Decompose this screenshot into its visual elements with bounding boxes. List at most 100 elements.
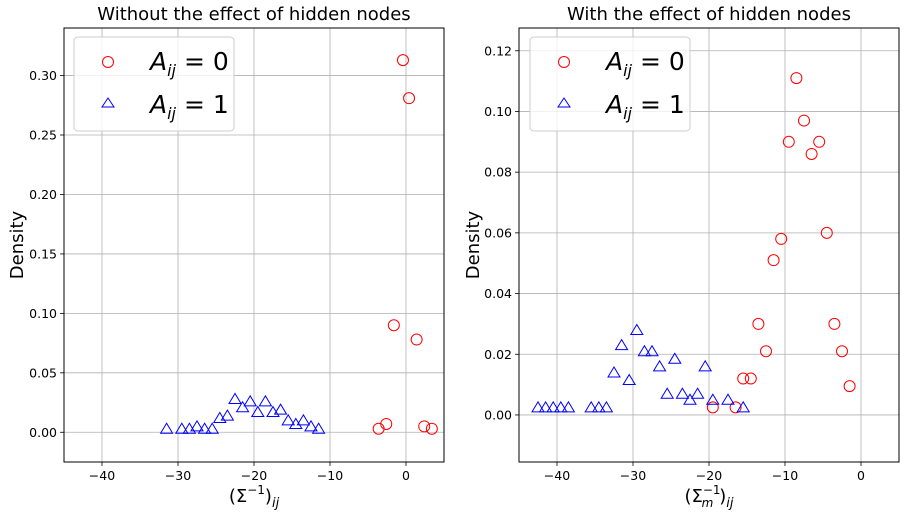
x-tick-label: 0 [857, 468, 865, 483]
x-tick-label: −40 [544, 468, 570, 483]
data-point-triangle [683, 393, 697, 405]
y-tick-label: 0.05 [29, 365, 57, 380]
x-tick-label: −10 [772, 468, 798, 483]
data-point-triangle [591, 400, 606, 413]
data-point-triangle [614, 338, 629, 351]
x-tick-label: −30 [620, 468, 646, 483]
data-point-triangle [250, 405, 265, 418]
data-point-triangle [660, 387, 675, 399]
data-point-triangle [235, 400, 250, 413]
data-marks [159, 54, 438, 435]
data-point-triangle [698, 359, 713, 372]
data-point-triangle [531, 400, 545, 413]
data-point-circle [775, 232, 788, 245]
data-point-circle [790, 72, 803, 85]
data-point-triangle [190, 419, 204, 432]
data-point-triangle [652, 359, 667, 372]
y-tick-label: 0.06 [484, 225, 512, 240]
data-point-triangle [667, 352, 682, 364]
data-point-circle [396, 54, 409, 67]
x-tick-label: −20 [696, 468, 722, 483]
data-point-triangle [690, 387, 705, 399]
data-point-circle [410, 333, 423, 346]
data-point-circle [798, 114, 810, 127]
data-point-triangle [637, 344, 652, 357]
legend-circle-marker [558, 56, 570, 68]
data-point-triangle [258, 394, 273, 407]
x-tick-labels: −40 −30 −20 −10 0 [544, 462, 865, 483]
data-point-triangle [273, 403, 288, 415]
x-tick-label: −30 [165, 468, 191, 483]
y-tick-label: 0.10 [484, 104, 512, 119]
data-point-triangle [599, 400, 614, 413]
data-point-circle [387, 319, 400, 332]
chart-title: With the effect of hidden nodes [567, 4, 851, 25]
data-point-triangle [205, 422, 220, 434]
data-point-triangle [538, 400, 553, 413]
data-point-triangle [584, 400, 599, 413]
x-tick-label: −40 [89, 468, 115, 483]
data-point-circle [767, 254, 780, 267]
data-point-circle [744, 372, 757, 385]
data-point-triangle [561, 400, 576, 413]
data-point-circle [828, 317, 841, 330]
data-point-triangle [629, 323, 644, 335]
x-axis-label: (Σ−1)ij [229, 483, 280, 511]
data-point-triangle [159, 422, 174, 434]
y-tick-labels: 0.00 0.05 0.10 0.15 0.20 0.25 0.30 [29, 68, 64, 440]
y-tick-label: 0.00 [29, 425, 57, 440]
data-point-triangle [296, 413, 311, 426]
data-point-triangle [197, 422, 212, 434]
data-point-circle [425, 422, 438, 435]
data-point-circle [813, 135, 826, 148]
data-point-circle [706, 401, 719, 414]
data-point-triangle [736, 400, 751, 413]
y-tick-label: 0.04 [484, 286, 512, 301]
data-point-circle [820, 226, 833, 239]
y-tick-label: 0.30 [29, 68, 57, 83]
legend-label-aij-0: Aij = 0 [148, 47, 229, 80]
y-tick-label: 0.08 [484, 165, 512, 180]
data-point-triangle [243, 394, 258, 407]
legend-label-aij-0: Aij = 0 [604, 47, 685, 80]
y-tick-label: 0.15 [29, 246, 57, 261]
grid [519, 28, 899, 462]
x-axis-label: (Σ−1 m)ij [684, 483, 733, 511]
data-point-circle [836, 345, 848, 358]
data-point-triangle [220, 409, 235, 421]
y-tick-label: 0.20 [29, 187, 57, 202]
y-tick-label: 0.10 [29, 306, 57, 321]
legend-label-aij-1: Aij = 1 [148, 90, 229, 123]
grid [64, 28, 444, 462]
data-point-triangle [281, 413, 296, 426]
data-marks [531, 72, 856, 414]
chart-title: Without the effect of hidden nodes [97, 4, 410, 25]
x-tick-labels: −40 −30 −20 −10 0 [89, 462, 410, 483]
x-tick-label: −20 [241, 468, 267, 483]
data-point-circle [805, 147, 818, 160]
y-tick-label: 0.25 [29, 128, 57, 143]
chart-panel-without-hidden: −40 −30 −20 −10 0 0.000.050.100.150.200.250.… [7, 4, 445, 511]
data-point-circle [403, 92, 416, 105]
y-axis-label: Density [7, 210, 28, 279]
data-point-triangle [546, 400, 561, 413]
data-point-triangle [228, 392, 242, 404]
legend-triangle-marker [101, 97, 115, 108]
y-tick-label: 0.00 [484, 407, 512, 422]
data-point-circle [372, 422, 385, 435]
data-point-triangle [607, 365, 621, 378]
data-point-triangle [721, 393, 735, 405]
y-axis-label: Density [463, 210, 484, 279]
data-point-triangle [622, 373, 637, 386]
legend-triangle-marker [557, 97, 571, 108]
data-point-triangle [304, 419, 318, 432]
y-tick-label: 0.02 [484, 347, 512, 362]
data-point-triangle [311, 422, 326, 434]
data-point-triangle [645, 344, 659, 357]
data-point-circle [843, 380, 856, 393]
data-point-triangle [705, 393, 720, 405]
x-tick-label: 0 [402, 468, 410, 483]
x-tick-label: −10 [317, 468, 343, 483]
y-tick-label: 0.12 [484, 43, 512, 58]
